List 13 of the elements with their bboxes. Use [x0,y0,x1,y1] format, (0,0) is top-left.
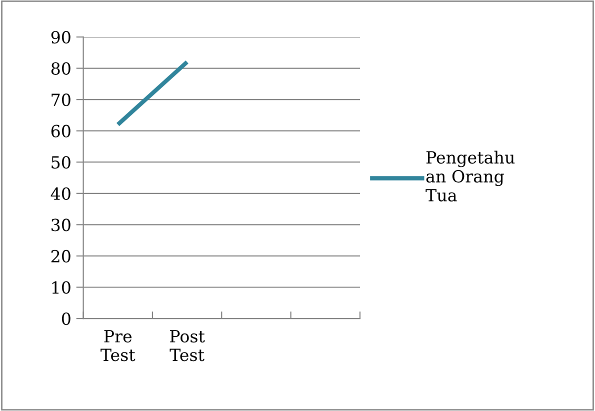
y-tick-label: 50 [52,156,70,169]
x-tick-label: Post Test [170,330,205,362]
y-tick-label: 70 [52,94,70,106]
y-tick-label: 30 [52,218,70,232]
y-tick-label: 10 [52,281,70,294]
y-tick-label: 80 [51,62,70,75]
y-tick-label: 60 [51,124,70,138]
legend-label: Pengetahuan Orang Tua [426,150,515,202]
y-tick-label: 0 [62,312,70,326]
y-tick-label: 20 [51,250,70,263]
x-tick-label: Pre Test [100,330,136,362]
y-tick-label: 40 [50,187,70,200]
y-tick-label: 90 [51,30,70,44]
